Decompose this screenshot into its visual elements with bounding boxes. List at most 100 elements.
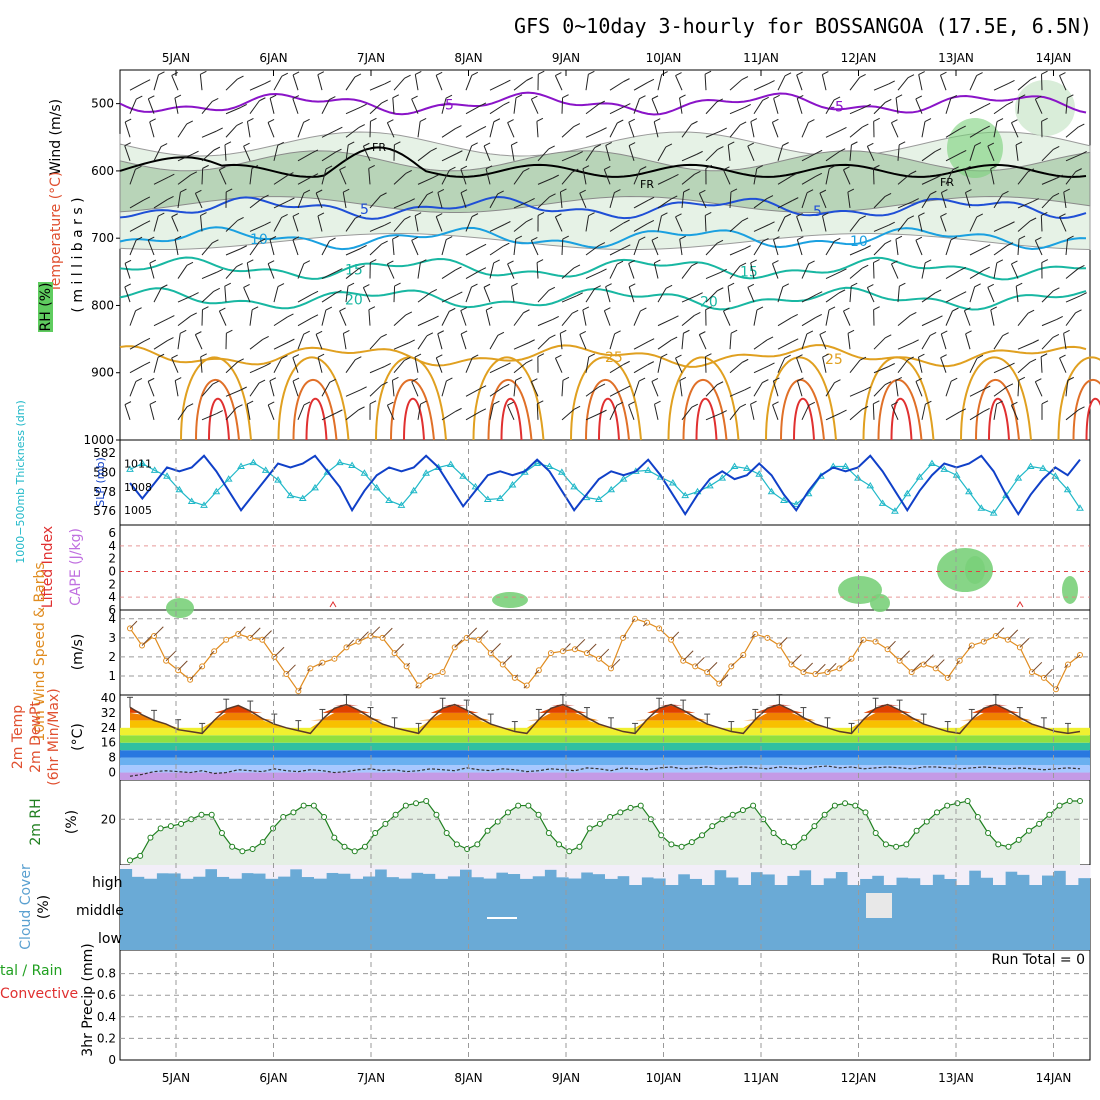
date-label-top: 11JAN	[743, 51, 779, 65]
wind-barb	[225, 389, 241, 397]
wind-barb	[489, 121, 495, 138]
wind-barb	[129, 310, 137, 326]
rh-blob-50	[870, 594, 890, 612]
wind10-barb	[237, 626, 246, 635]
wind-barb-flag	[216, 127, 223, 132]
wind-barb-flag	[1053, 287, 1060, 292]
rh-blob-50	[166, 598, 194, 618]
lifted-tick-label: 2	[108, 577, 116, 591]
wind-barb	[969, 247, 985, 256]
thickness-tick-label: 582	[93, 446, 116, 460]
slp-line	[129, 454, 1081, 516]
lifted-tick-label: 4	[108, 539, 116, 553]
wind10-barb	[153, 626, 164, 637]
wind-barb	[585, 412, 601, 421]
wind-barb-flag	[435, 71, 443, 76]
cloud-high-gap	[495, 865, 509, 873]
pressure-tick-label: 800	[91, 298, 114, 312]
wind-barb-flag	[213, 146, 221, 151]
wind-barb	[485, 309, 491, 326]
wind-barb-flag	[190, 312, 197, 317]
wind-barb	[1017, 342, 1033, 350]
wind-barb	[153, 215, 159, 232]
wind-barb-flag	[168, 173, 175, 178]
wind-barb-flag	[605, 283, 612, 288]
wind-barb-flag	[315, 330, 323, 335]
wind-barb	[681, 153, 697, 162]
date-label-bottom: 6JAN	[259, 1071, 287, 1085]
wind-barb	[554, 216, 563, 232]
thickness-marker	[335, 458, 344, 466]
wind-barb	[342, 192, 347, 208]
temp-plume-35	[598, 397, 620, 441]
dewpt-line	[129, 765, 1081, 777]
wind-barb-flag	[1056, 174, 1063, 179]
wind-barb-flag	[259, 97, 266, 102]
rh2m-point	[842, 800, 849, 807]
wind-barb-flag	[964, 165, 971, 170]
wind-barb	[273, 75, 283, 91]
thickness-marker	[1039, 464, 1047, 471]
wind10-barb	[1055, 686, 1059, 690]
wind-barb-flag	[411, 378, 418, 383]
wind-barb-flag	[895, 376, 902, 381]
wind-barb	[345, 248, 361, 256]
wind-barb-flag	[528, 197, 535, 202]
cloud-high-gap	[944, 865, 958, 879]
wind-barb	[753, 83, 769, 91]
wind-barb-flag	[598, 100, 606, 105]
wind-barb-flag	[200, 70, 207, 75]
wind-barb-flag	[143, 361, 151, 366]
wind-barb	[945, 128, 960, 138]
thickness-marker	[224, 475, 233, 482]
wind-barb-flag	[1006, 101, 1014, 105]
wind10-barb	[847, 658, 852, 663]
wind-barb-flag	[455, 266, 462, 271]
thickness-marker	[126, 465, 134, 472]
wind-barb	[609, 247, 625, 256]
wind-barb	[722, 169, 731, 185]
wind-barb-flag	[762, 379, 769, 384]
wind-barb-flag	[582, 165, 590, 170]
date-label-top: 12JAN	[841, 51, 877, 65]
wind-barb-flag	[168, 315, 175, 319]
cloud-high-gap	[859, 865, 873, 879]
wind-barb-flag	[604, 307, 611, 312]
wind-barb-flag	[884, 192, 892, 197]
thickness-marker	[249, 458, 258, 466]
thickness-marker	[718, 474, 727, 481]
wind-barb-flag	[236, 263, 243, 268]
wind-barb-flag	[143, 337, 151, 342]
wind-barb	[243, 145, 251, 162]
wind-barb-flag	[562, 376, 570, 381]
wind-barb-flag	[456, 150, 463, 155]
wind-barb	[729, 79, 743, 91]
wind-barb	[417, 318, 433, 327]
wind-barb-flag	[526, 359, 533, 364]
wind-barb-flag	[348, 141, 355, 146]
wind-barb-flag	[281, 72, 289, 77]
wind-barb	[773, 98, 779, 114]
wind-barb-flag	[959, 125, 966, 130]
wind-barb-flag	[174, 235, 182, 240]
wind-barb-flag	[654, 400, 661, 405]
wind-barb-flag	[840, 127, 847, 131]
wind-barb	[796, 239, 803, 256]
wind-barb-flag	[380, 333, 387, 338]
wind-barb	[177, 123, 188, 138]
wind-barb-flag	[598, 242, 606, 246]
wind10-barb	[956, 660, 961, 665]
rh2m-unit: (%)	[64, 810, 80, 834]
thickness-marker	[767, 487, 776, 495]
wind-barb	[729, 124, 741, 138]
wind-barb	[554, 357, 563, 373]
cloud-high-gap	[702, 865, 715, 885]
cape-label: CAPE (J/kg)	[68, 528, 84, 606]
wind-barb-flag	[511, 141, 518, 146]
fr-label: FR	[372, 141, 386, 154]
wind-barb-flag	[264, 80, 271, 85]
wind-barb	[729, 265, 741, 279]
wind-barb-flag	[661, 212, 668, 217]
wind-barb-flag	[531, 378, 538, 383]
wind10-barb	[346, 639, 355, 648]
